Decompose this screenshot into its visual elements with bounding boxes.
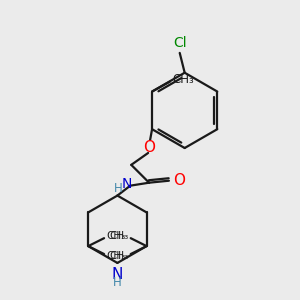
Text: O: O: [143, 140, 155, 154]
Text: H: H: [113, 276, 122, 289]
Text: Cl: Cl: [173, 36, 187, 50]
Text: CH₃: CH₃: [110, 231, 129, 241]
Text: CH₃: CH₃: [106, 231, 125, 241]
Text: O: O: [173, 173, 185, 188]
Text: H: H: [114, 182, 123, 195]
Text: N: N: [122, 177, 133, 191]
Text: N: N: [112, 267, 123, 282]
Text: CH₃: CH₃: [172, 73, 194, 86]
Text: CH₃: CH₃: [106, 251, 125, 261]
Text: CH₃: CH₃: [110, 251, 129, 261]
